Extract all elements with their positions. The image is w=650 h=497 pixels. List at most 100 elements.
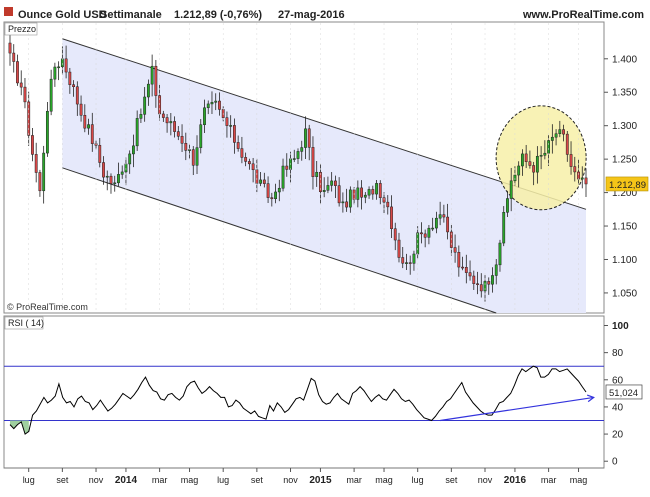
candle-body xyxy=(132,145,135,155)
date-label: 27-mag-2016 xyxy=(278,9,345,21)
candle-body xyxy=(558,129,562,134)
candle-body xyxy=(423,233,427,238)
candle-body xyxy=(390,206,393,229)
candle-body xyxy=(573,166,577,173)
trendline-arrow-icon xyxy=(586,394,595,403)
candle-body xyxy=(360,187,363,198)
candle-body xyxy=(19,82,23,88)
rsi-tick-label: 0 xyxy=(612,457,618,468)
candle-body xyxy=(191,149,195,166)
candle-body xyxy=(60,58,64,68)
price-tick-label: 1.350 xyxy=(612,88,637,99)
rsi-series-line xyxy=(9,365,587,435)
price-panel-label: Prezzo xyxy=(8,24,36,34)
candle-body xyxy=(494,264,498,276)
candle-body xyxy=(524,153,528,162)
period-label: Settimanale xyxy=(100,9,162,21)
candle-body xyxy=(554,133,558,138)
candle-body xyxy=(259,179,263,184)
candle-body xyxy=(105,175,109,178)
candle-body xyxy=(117,174,120,184)
candle-body xyxy=(64,58,68,73)
candle-body xyxy=(49,78,53,112)
candle-body xyxy=(169,121,173,124)
time-tick-label: set xyxy=(445,475,458,485)
candle-body xyxy=(57,66,61,69)
rsi-plot-area xyxy=(4,365,604,435)
candle-body xyxy=(296,151,300,159)
candle-body xyxy=(330,180,334,186)
candle-body xyxy=(472,275,476,284)
rsi-tick-label: 60 xyxy=(612,375,624,386)
candle-body xyxy=(461,266,464,269)
time-tick-label: 2016 xyxy=(504,475,527,486)
candle-body xyxy=(562,129,565,135)
candle-body xyxy=(214,100,218,103)
time-tick-label: mag xyxy=(570,475,588,485)
candle-body xyxy=(528,161,532,166)
candle-body xyxy=(225,117,229,126)
candle-body xyxy=(506,198,509,213)
candle-body xyxy=(42,152,46,192)
candle-body xyxy=(266,183,270,198)
time-tick-label: nov xyxy=(89,475,104,485)
candle-body xyxy=(199,124,203,148)
candle-body xyxy=(539,155,543,157)
candle-body xyxy=(255,169,259,184)
candle-body xyxy=(8,42,12,54)
candle-body xyxy=(468,272,472,277)
candle-body xyxy=(509,180,513,199)
candle-body xyxy=(479,284,483,292)
time-tick-label: 2014 xyxy=(115,475,138,486)
candle-body xyxy=(120,171,124,175)
candle-body xyxy=(319,171,322,192)
candle-body xyxy=(565,133,569,155)
candle-body xyxy=(483,281,487,292)
candle-body xyxy=(427,227,431,238)
candle-body xyxy=(247,161,251,165)
candle-body xyxy=(270,197,274,199)
candle-body xyxy=(210,102,214,105)
candle-body xyxy=(491,275,494,285)
rsi-tick-label: 100 xyxy=(612,321,629,332)
candle-body xyxy=(180,135,184,144)
time-tick-label: set xyxy=(56,475,69,485)
candle-body xyxy=(584,177,588,185)
candle-body xyxy=(420,232,423,235)
candle-body xyxy=(274,191,277,199)
candle-body xyxy=(487,281,491,285)
candle-body xyxy=(34,154,38,173)
candle-body xyxy=(113,182,117,185)
candle-body xyxy=(502,212,506,244)
candle-body xyxy=(401,257,405,264)
candle-body xyxy=(150,65,154,85)
candle-body xyxy=(438,214,442,219)
candle-body xyxy=(397,239,401,258)
price-tick-label: 1.200 xyxy=(612,188,637,199)
candle-body xyxy=(446,216,450,233)
candle-body xyxy=(128,153,132,165)
candle-body xyxy=(90,124,94,144)
candle-body xyxy=(184,143,188,151)
candle-body xyxy=(83,115,87,129)
candle-body xyxy=(68,71,72,85)
candle-body xyxy=(277,187,281,193)
price-tick-label: 1.100 xyxy=(612,255,637,266)
channel-upper-line xyxy=(62,38,587,210)
candle-body xyxy=(464,267,468,273)
candle-body xyxy=(375,183,378,195)
candle-body xyxy=(371,189,375,195)
candle-body xyxy=(405,262,408,264)
candle-body xyxy=(363,194,367,198)
candle-body xyxy=(304,128,307,148)
candle-body xyxy=(233,125,236,143)
candle-body xyxy=(218,100,221,110)
instrument-name: Ounce Gold USD xyxy=(18,9,107,21)
candle-body xyxy=(532,165,536,173)
candle-body xyxy=(12,52,16,62)
time-tick-label: mar xyxy=(541,475,557,485)
candle-body xyxy=(326,185,330,191)
candle-body xyxy=(16,61,19,84)
time-tick-label: mag xyxy=(375,475,393,485)
